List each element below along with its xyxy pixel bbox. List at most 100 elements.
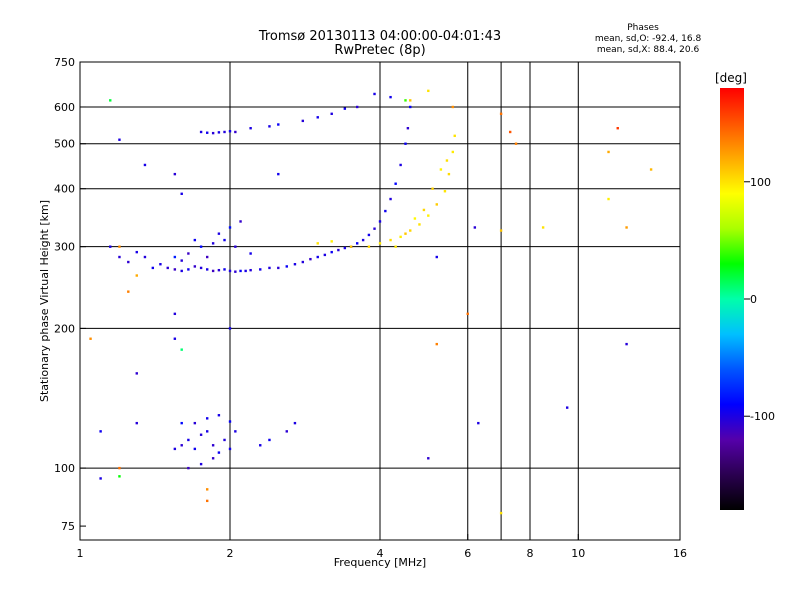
x-tick-label: 6 — [464, 547, 471, 560]
data-point — [205, 268, 209, 271]
data-point — [228, 269, 232, 273]
data-point — [309, 257, 312, 261]
colorbar-tick-label: -100 — [750, 410, 775, 423]
data-point — [211, 131, 215, 135]
colorbar-label: [deg] — [715, 71, 747, 85]
data-point — [99, 430, 102, 433]
data-point — [367, 245, 371, 248]
data-point — [228, 226, 232, 229]
plot-area: 1 2 4 6 8 10 16 75 100 200 300 400 500 600 750 — [54, 56, 687, 560]
data-point — [217, 414, 221, 417]
x-tick-label: 10 — [571, 547, 585, 560]
data-point — [228, 327, 232, 330]
data-point — [173, 172, 177, 176]
data-point — [439, 168, 443, 171]
y-tick-label: 100 — [54, 462, 75, 475]
data-point — [378, 242, 382, 245]
data-point — [330, 112, 333, 116]
data-point — [228, 420, 232, 423]
data-point — [135, 421, 138, 425]
data-point — [205, 255, 209, 259]
data-point — [199, 130, 203, 134]
data-point — [217, 451, 221, 454]
data-point — [89, 337, 92, 340]
data-point — [418, 223, 421, 226]
data-point — [223, 268, 226, 271]
data-point — [118, 255, 121, 259]
data-point — [349, 245, 353, 248]
data-point — [223, 438, 226, 442]
data-point — [118, 138, 121, 141]
data-point — [323, 253, 327, 257]
data-point — [435, 342, 438, 346]
data-point — [337, 248, 340, 252]
data-point — [234, 430, 237, 433]
data-point — [239, 220, 242, 223]
data-point — [378, 220, 382, 223]
data-point — [466, 312, 469, 316]
data-point — [151, 266, 155, 270]
data-point — [285, 265, 288, 268]
y-axis: 75 100 200 300 400 500 600 750 — [54, 56, 86, 533]
data-point — [217, 268, 221, 272]
data-point — [384, 209, 387, 213]
data-point — [180, 269, 183, 273]
y-tick-label: 300 — [54, 241, 75, 254]
x-axis: 1 2 4 6 8 10 16 — [77, 534, 687, 560]
data-point — [649, 168, 653, 171]
data-point — [514, 142, 518, 145]
data-point — [508, 130, 512, 134]
data-point — [118, 475, 121, 478]
data-point — [301, 119, 305, 123]
data-point — [443, 190, 447, 193]
stats-heading: Phases — [627, 23, 659, 33]
data-point — [616, 127, 619, 130]
colorbar-tick-label: 100 — [750, 176, 771, 189]
data-point — [607, 150, 610, 154]
y-tick-label: 750 — [54, 56, 75, 69]
data-point — [135, 274, 138, 277]
data-point — [180, 348, 183, 351]
data-point — [193, 238, 197, 242]
stats-x-line: mean, sd,X: 88.4, 20.6 — [597, 45, 700, 55]
data-point — [399, 163, 402, 167]
data-point — [109, 99, 112, 102]
data-point — [477, 421, 480, 425]
data-point — [473, 226, 477, 229]
data-point — [211, 269, 215, 273]
data-point — [205, 417, 209, 420]
data-point — [431, 187, 434, 190]
data-point — [173, 312, 177, 316]
data-point — [249, 268, 252, 272]
x-tick-label: 16 — [673, 547, 687, 560]
data-point — [205, 488, 209, 491]
data-point — [565, 406, 569, 409]
data-point — [127, 260, 130, 264]
data-point — [404, 99, 407, 102]
data-point — [427, 214, 430, 217]
data-point — [427, 89, 430, 93]
data-point — [187, 252, 190, 255]
data-point — [143, 255, 147, 259]
data-point — [409, 105, 412, 109]
colorbar-gradient — [720, 88, 744, 510]
x-tick-label: 2 — [227, 547, 234, 560]
data-point — [499, 112, 503, 116]
data-point — [330, 250, 333, 254]
data-point — [135, 372, 138, 375]
data-point — [173, 447, 177, 451]
data-point — [499, 511, 503, 515]
data-point — [205, 499, 209, 503]
data-point — [159, 263, 162, 266]
data-point — [268, 266, 271, 270]
data-point — [451, 105, 455, 109]
y-tick-label: 600 — [54, 101, 75, 114]
data-point — [249, 127, 252, 130]
y-tick-label: 400 — [54, 183, 75, 196]
data-point — [127, 290, 130, 293]
data-point — [277, 123, 280, 126]
data-point — [330, 240, 333, 243]
data-point — [389, 95, 392, 99]
data-point — [451, 150, 455, 154]
